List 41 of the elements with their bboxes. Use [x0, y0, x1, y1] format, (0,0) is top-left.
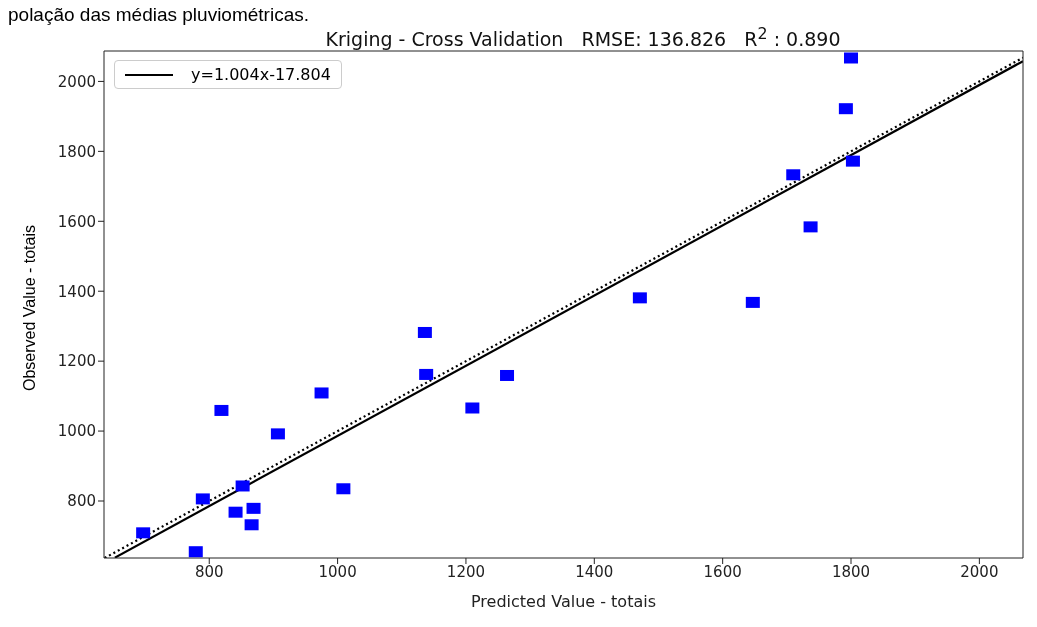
text: polação das médias pluviométricas. — [8, 4, 309, 26]
x-tick-label: 1000 — [318, 562, 357, 581]
point — [336, 483, 351, 495]
point — [417, 326, 432, 338]
point — [214, 404, 229, 416]
point — [228, 506, 243, 518]
x-tick-label: 1800 — [831, 562, 871, 581]
x-tick-label: 1600 — [703, 562, 742, 581]
point — [844, 52, 859, 64]
point — [745, 296, 760, 308]
point — [188, 546, 203, 558]
point — [246, 502, 261, 514]
chart-title: Kriging - Cross Validation RMSE: 136.826 R$^{2}$ : 0.890 — [324, 24, 842, 51]
x-tick-label: 2000 — [960, 562, 999, 581]
point — [314, 387, 329, 399]
point — [632, 292, 647, 304]
y-axis-title: Observed Value - totais — [21, 224, 39, 392]
point — [235, 480, 250, 492]
point — [500, 369, 515, 381]
point — [136, 527, 151, 539]
point — [465, 402, 480, 414]
y-tick-label: 1000 — [57, 422, 96, 441]
legend-label: y=1.004x-17.804 — [191, 65, 331, 84]
point — [786, 169, 801, 181]
point — [838, 103, 853, 115]
y-tick-label: 2000 — [57, 72, 96, 91]
x-tick-label: 1400 — [575, 562, 614, 581]
y-tick-label: 800 — [67, 492, 96, 511]
point — [244, 519, 259, 531]
point — [845, 155, 860, 167]
x-tick-label: 800 — [194, 562, 224, 581]
y-tick-label: 1600 — [57, 212, 96, 231]
point — [803, 221, 818, 233]
y-tick-label: 1800 — [57, 142, 96, 161]
y-tick-label: 1200 — [57, 352, 96, 371]
point — [419, 368, 434, 380]
x-axis-title: Predicted Value - totais — [471, 592, 656, 612]
x-tick-label: 1200 — [446, 562, 486, 581]
point — [195, 493, 210, 505]
y-tick-label: 1400 — [57, 282, 96, 301]
point — [270, 428, 285, 440]
